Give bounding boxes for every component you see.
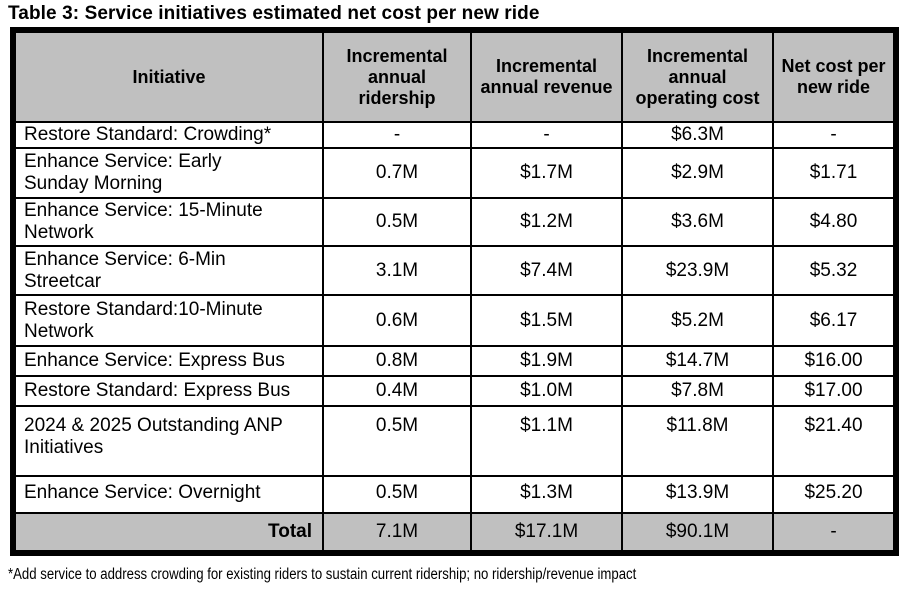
net-cost-cell: $1.71 xyxy=(772,147,897,199)
revenue-cell: $1.5M xyxy=(470,294,623,347)
revenue-cell: $1.3M xyxy=(470,475,623,514)
ridership-cell: 0.6M xyxy=(322,294,472,347)
footnote: *Add service to address crowding for exi… xyxy=(8,566,637,583)
ridership-cell: 0.4M xyxy=(322,375,472,407)
net-cost-cell: $16.00 xyxy=(772,345,897,377)
operating-cost-cell: $23.9M xyxy=(621,245,774,296)
revenue-cell: - xyxy=(470,121,623,149)
ridership-cell: 0.5M xyxy=(322,405,472,477)
header-incremental-annual-operating-cost: Incremental annual operating cost xyxy=(621,29,774,123)
initiative-cell: Restore Standard: Express Bus xyxy=(12,375,324,407)
operating-cost-cell: $6.3M xyxy=(621,121,774,149)
header-incremental-annual-revenue: Incremental annual revenue xyxy=(470,29,623,123)
total-operating-cost-cell: $90.1M xyxy=(621,512,774,554)
operating-cost-cell: $5.2M xyxy=(621,294,774,347)
footnote-container: *Add service to address crowding for exi… xyxy=(8,566,913,584)
operating-cost-cell: $13.9M xyxy=(621,475,774,514)
ridership-cell: 3.1M xyxy=(322,245,472,296)
operating-cost-cell: $3.6M xyxy=(621,197,774,247)
table-header: Initiative Incremental annual ridership … xyxy=(12,29,897,123)
revenue-cell: $1.7M xyxy=(470,147,623,199)
initiative-cell: 2024 & 2025 Outstanding ANP Initiatives xyxy=(12,405,324,477)
operating-cost-cell: $11.8M xyxy=(621,405,774,477)
operating-cost-cell: $2.9M xyxy=(621,147,774,199)
table-title: Table 3: Service initiatives estimated n… xyxy=(8,3,540,24)
ridership-cell: 0.7M xyxy=(322,147,472,199)
total-label-cell: Total xyxy=(12,512,324,554)
net-cost-cell: $17.00 xyxy=(772,375,897,407)
ridership-cell: 0.5M xyxy=(322,475,472,514)
net-cost-cell: - xyxy=(772,121,897,149)
ridership-cell: 0.5M xyxy=(322,197,472,247)
initiative-cell: Restore Standard: Crowding* xyxy=(12,121,324,149)
document-page: Table 3: Service initiatives estimated n… xyxy=(0,3,913,598)
revenue-cell: $1.0M xyxy=(470,375,623,407)
operating-cost-cell: $14.7M xyxy=(621,345,774,377)
table-row-total: Total 7.1M $17.1M $90.1M - xyxy=(12,512,897,554)
net-cost-cell: $6.17 xyxy=(772,294,897,347)
initiative-cell: Enhance Service: 6-Min Streetcar xyxy=(12,245,324,296)
table-row-10-minute-network: Restore Standard:10-Minute Network 0.6M … xyxy=(12,294,897,347)
ridership-cell: 0.8M xyxy=(322,345,472,377)
net-cost-cell: $5.32 xyxy=(772,245,897,296)
table-row-restore-express-bus: Restore Standard: Express Bus 0.4M $1.0M… xyxy=(12,375,897,407)
initiative-cell: Enhance Service: Express Bus xyxy=(12,345,324,377)
revenue-cell: $1.9M xyxy=(470,345,623,377)
total-ridership-cell: 7.1M xyxy=(322,512,472,554)
net-cost-cell: $21.40 xyxy=(772,405,897,477)
net-cost-cell: $4.80 xyxy=(772,197,897,247)
revenue-cell: $1.2M xyxy=(470,197,623,247)
operating-cost-cell: $7.8M xyxy=(621,375,774,407)
table-row-restore-standard-crowding: Restore Standard: Crowding* - - $6.3M - xyxy=(12,121,897,149)
revenue-cell: $7.4M xyxy=(470,245,623,296)
table-body: Restore Standard: Crowding* - - $6.3M - … xyxy=(12,121,897,554)
revenue-cell: $1.1M xyxy=(470,405,623,477)
initiative-cell: Enhance Service: Early Sunday Morning xyxy=(12,147,324,199)
table-row-anp-initiatives: 2024 & 2025 Outstanding ANP Initiatives … xyxy=(12,405,897,477)
table-row-early-sunday-morning: Enhance Service: Early Sunday Morning 0.… xyxy=(12,147,897,199)
initiative-cell: Enhance Service: 15-Minute Network xyxy=(12,197,324,247)
table-row-enhance-express-bus: Enhance Service: Express Bus 0.8M $1.9M … xyxy=(12,345,897,377)
header-row: Initiative Incremental annual ridership … xyxy=(12,29,897,123)
table-row-15-minute-network: Enhance Service: 15-Minute Network 0.5M … xyxy=(12,197,897,247)
header-net-cost-per-new-ride: Net cost per new ride xyxy=(772,29,897,123)
table-row-6-min-streetcar: Enhance Service: 6-Min Streetcar 3.1M $7… xyxy=(12,245,897,296)
net-cost-cell: $25.20 xyxy=(772,475,897,514)
header-initiative: Initiative xyxy=(12,29,324,123)
header-incremental-annual-ridership: Incremental annual ridership xyxy=(322,29,472,123)
initiative-cell: Enhance Service: Overnight xyxy=(12,475,324,514)
total-revenue-cell: $17.1M xyxy=(470,512,623,554)
service-initiatives-table: Initiative Incremental annual ridership … xyxy=(10,27,899,556)
initiative-cell: Restore Standard:10-Minute Network xyxy=(12,294,324,347)
total-net-cost-cell: - xyxy=(772,512,897,554)
table-row-overnight: Enhance Service: Overnight 0.5M $1.3M $1… xyxy=(12,475,897,514)
ridership-cell: - xyxy=(322,121,472,149)
